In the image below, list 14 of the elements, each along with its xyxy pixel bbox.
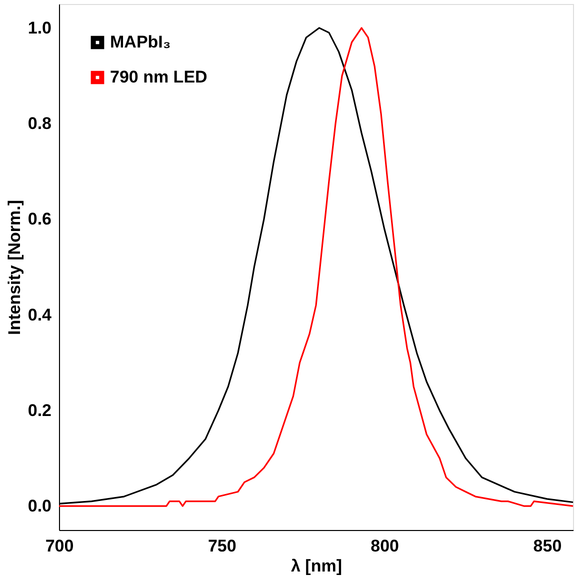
x-tick-label: 750 bbox=[208, 536, 236, 556]
x-tick-label: 850 bbox=[533, 536, 562, 556]
y-tick-label: 0.2 bbox=[28, 400, 52, 420]
legend-label: MAPbI₃ bbox=[110, 32, 171, 52]
x-tick-label: 700 bbox=[45, 536, 74, 556]
y-axis-title: Intensity [Norm.] bbox=[4, 200, 24, 336]
y-tick-label: 0.0 bbox=[28, 496, 52, 516]
y-tick-label: 0.6 bbox=[28, 210, 52, 229]
legend-label: 790 nm LED bbox=[110, 68, 208, 86]
x-tick-label: 800 bbox=[370, 536, 400, 556]
y-tick-label: 0.4 bbox=[28, 305, 52, 324]
x-axis-title: λ [nm] bbox=[291, 556, 342, 576]
y-tick-label: 0.8 bbox=[28, 114, 52, 134]
y-tick-label: 1.0 bbox=[28, 18, 52, 38]
